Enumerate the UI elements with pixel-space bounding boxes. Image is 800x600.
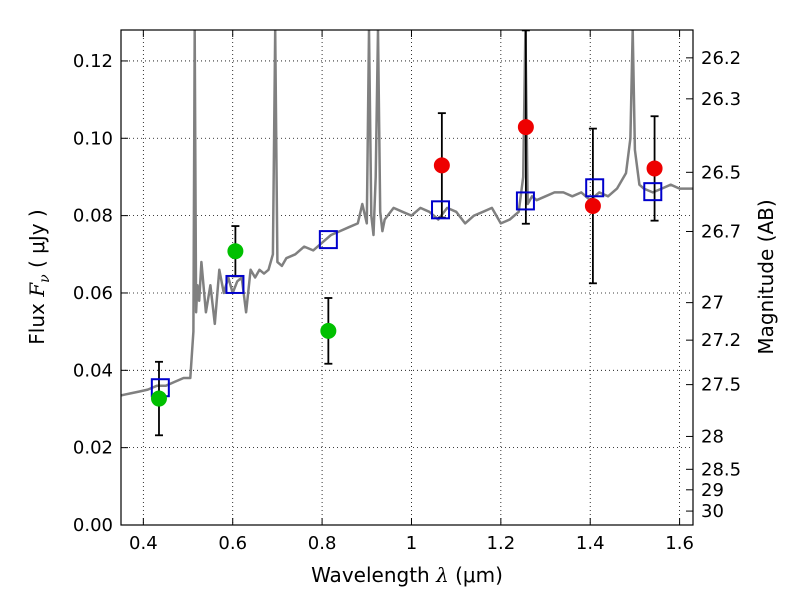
x-tick-label: 0.8 [308,533,337,554]
y2-tick-label: 27.2 [701,330,741,351]
y2-tick-label: 30 [701,501,724,522]
x-tick-label: 1.4 [576,533,605,554]
y2-tick-label: 26.2 [701,48,741,69]
x-axis-label: Wavelength λ (μm) [311,563,503,587]
y-tick-label: 0.08 [73,206,113,227]
x-tick-label: 1.6 [665,533,694,554]
spectrum-layer [121,30,693,397]
errorbar-layer [154,30,659,437]
y2-tick-label: 29 [701,480,724,501]
model-photometry-square [585,178,605,198]
x-tick-label: 1.2 [487,533,516,554]
y2-tick-label: 28.5 [701,459,741,480]
y2-tick-label: 26.5 [701,162,741,183]
grid [121,30,693,526]
tick-layer: 0.4 0.6 0.8 1 1.2 1.4 1.6 0.00 0.02 0.04 0.06 0.08 0… [73,30,741,554]
y-tick-label: 0.10 [73,128,113,149]
marker-layer [150,119,663,407]
y-tick-label: 0.02 [73,438,113,459]
model-photometry-square [643,182,663,202]
y2-tick-label: 27 [701,293,724,314]
y-tick-label: 0.12 [73,51,113,72]
y-tick-label: 0.06 [73,283,113,304]
x-tick-label: 1 [406,533,417,554]
nir-data-point [584,197,601,214]
model-photometry-square [515,191,535,211]
plot-frame [120,29,694,526]
model-photometry-square [318,230,338,250]
y2-tick-label: 26.3 [701,89,741,110]
nir-data-point [646,160,663,177]
y-axis-label: Flux Fν ( μJy ) [25,209,53,344]
optical-data-point [227,243,244,260]
model-photometry-square [431,200,451,220]
nir-data-point [517,119,534,136]
optical-data-point [150,390,167,407]
y2-tick-label: 27.5 [701,375,741,396]
y2-tick-label: 28 [701,426,724,447]
x-tick-label: 0.6 [218,533,247,554]
model-photometry-square [225,274,245,294]
y2-axis-label: Magnitude (AB) [754,199,778,354]
model-spectrum-line [121,30,693,397]
y2-tick-label: 26.7 [701,221,741,242]
nir-data-point [433,157,450,174]
optical-data-point [320,322,337,339]
y-tick-label: 0.04 [73,360,113,381]
x-tick-label: 0.4 [129,533,158,554]
y-tick-label: 0.00 [73,515,113,536]
